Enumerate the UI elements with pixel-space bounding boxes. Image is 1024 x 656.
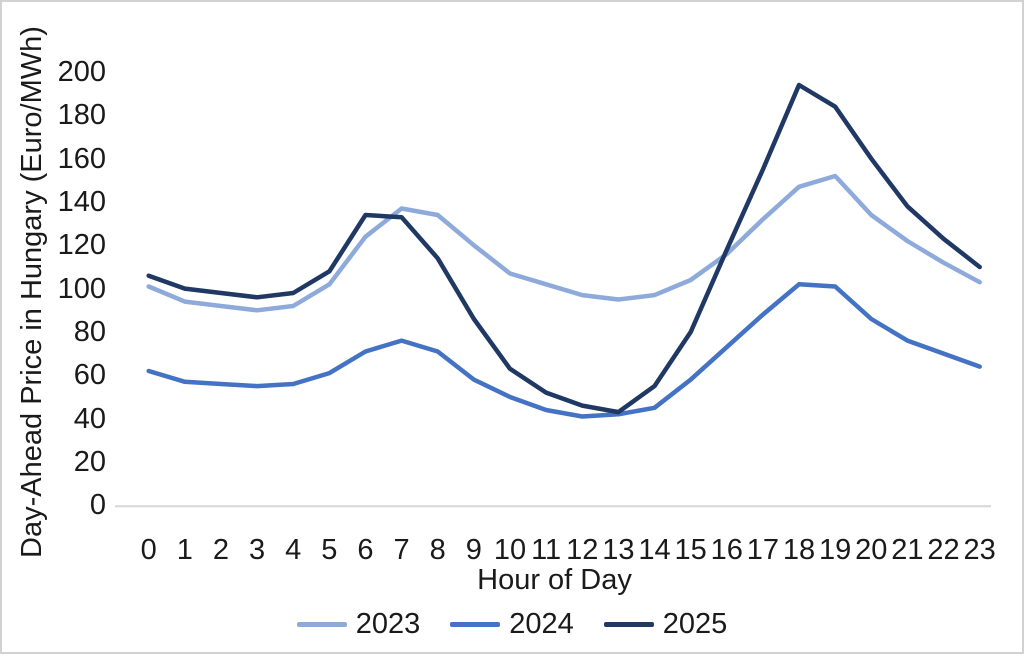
y-tick-label: 20 xyxy=(73,445,106,478)
legend-label: 2023 xyxy=(355,608,421,640)
series-line-2025 xyxy=(146,82,982,415)
y-tick-label: 120 xyxy=(57,229,106,262)
x-tick-label: 13 xyxy=(602,534,635,566)
legend-item-2025: 2025 xyxy=(603,607,728,641)
y-tick-label: 200 xyxy=(57,56,106,88)
y-tick-label: 180 xyxy=(57,99,106,132)
y-tick-label: 100 xyxy=(57,272,106,305)
legend-item-2023: 2023 xyxy=(296,607,421,641)
x-tick-label: 0 xyxy=(140,534,157,566)
series-line-2024 xyxy=(146,282,982,419)
legend-label: 2024 xyxy=(509,608,574,640)
y-tick-label: 80 xyxy=(73,315,106,348)
x-tick-label: 11 xyxy=(531,534,562,566)
x-tick-label: 9 xyxy=(465,534,482,566)
x-tick-label: 10 xyxy=(493,534,527,566)
y-tick-label: 140 xyxy=(57,185,106,218)
x-tick-label: 22 xyxy=(927,534,960,566)
x-tick-label: 14 xyxy=(638,534,671,566)
x-tick-label: 17 xyxy=(746,534,780,566)
x-tick-label: 20 xyxy=(855,534,888,566)
x-axis-title: Hour of Day xyxy=(477,564,632,596)
x-tick-label: 1 xyxy=(176,534,193,566)
x-tick-label: 18 xyxy=(782,534,816,566)
x-tick-label: 5 xyxy=(321,534,338,566)
x-tick-label: 12 xyxy=(566,534,599,566)
legend-line-swatch-icon xyxy=(450,621,501,627)
x-tick-label: 23 xyxy=(963,534,996,566)
y-tick-label: 160 xyxy=(57,142,106,175)
x-tick-label: 8 xyxy=(429,534,446,566)
legend-item-2024: 2024 xyxy=(450,607,574,641)
x-tick-label: 7 xyxy=(393,534,410,566)
y-tick-label: 40 xyxy=(73,402,106,435)
x-tick-label: 2 xyxy=(212,534,230,566)
legend-label: 2025 xyxy=(662,608,728,640)
legend-line-swatch-icon xyxy=(296,621,347,627)
x-tick-label: 16 xyxy=(710,534,743,566)
legend: 2023 2024 2025 xyxy=(2,605,1022,643)
x-tick-label: 3 xyxy=(249,534,266,566)
legend-line-swatch-icon xyxy=(603,621,654,627)
x-tick-label: 21 xyxy=(891,534,924,566)
y-tick-label: 60 xyxy=(73,359,106,392)
x-tick-label: 15 xyxy=(674,534,707,566)
x-tick-label: 6 xyxy=(357,534,374,566)
x-tick-label: 19 xyxy=(819,534,852,566)
series-line-2023 xyxy=(146,173,982,313)
x-tick-label: 4 xyxy=(285,534,302,566)
y-tick-label: 0 xyxy=(89,489,106,522)
